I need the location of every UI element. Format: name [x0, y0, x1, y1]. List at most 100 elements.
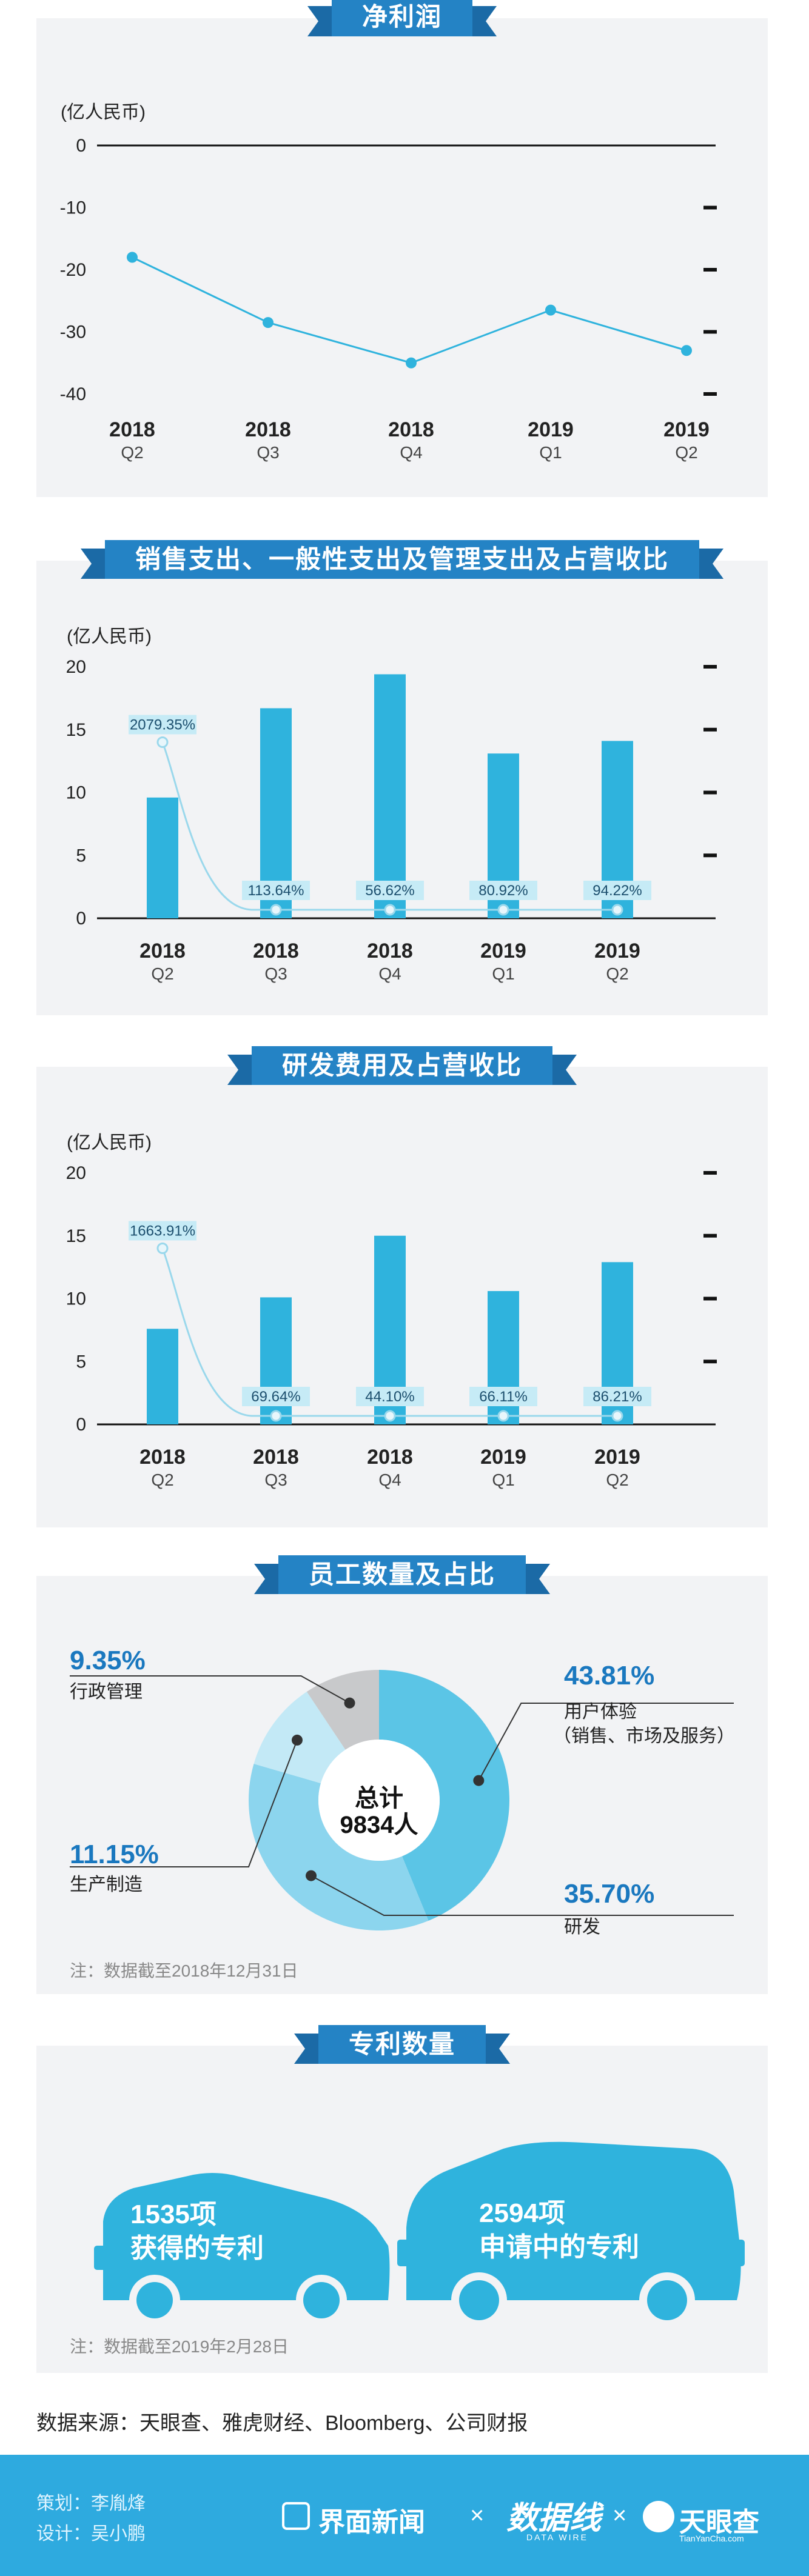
x-tick-year: 2018 — [367, 939, 413, 963]
x-tick-quarter: Q3 — [264, 964, 287, 983]
y-tick-mark-right — [703, 330, 717, 334]
x-tick-quarter: Q1 — [492, 964, 514, 983]
y-tick-mark-right — [703, 1296, 717, 1301]
ratio-label-bg — [242, 1387, 310, 1406]
slice-label-admin: 行政管理 — [70, 1682, 143, 1702]
x-tick-year: 2018 — [109, 418, 155, 441]
patents-title: 专利数量 — [318, 2025, 486, 2064]
slice-label-rd: 研发 — [564, 1917, 600, 1937]
net-profit-title: 净利润 — [331, 0, 473, 36]
ratio-point — [270, 1410, 282, 1422]
y-tick-label: 10 — [66, 1289, 86, 1309]
employees-panel: 员工数量及占比 9.35% 行政管理 11.15% 生产制造 43.81% 用户… — [36, 1555, 768, 1994]
slice-pct-admin: 9.35% — [70, 1646, 146, 1675]
ratio-label: 44.10% — [365, 1389, 414, 1405]
x-tick-year: 2018 — [367, 1446, 413, 1469]
data-source: 数据来源：天眼查、雅虎财经、Bloomberg、公司财报 — [36, 2412, 528, 2435]
employees-title: 员工数量及占比 — [278, 1555, 526, 1594]
y-tick-label: -20 — [60, 260, 86, 280]
x-tick-quarter: Q2 — [151, 1470, 173, 1489]
net-profit-panel: 净利润 (亿人民币) 0 -10 -20 -30 -40 2018 Q2 2018 Q3 2018… — [36, 0, 768, 497]
leader-line-ux — [478, 1703, 734, 1781]
sales-expense-title: 销售支出、一般性支出及管理支出及占营收比 — [104, 540, 700, 579]
y-tick-mark-right — [703, 1360, 717, 1364]
ratio-line — [161, 1247, 617, 1417]
donut-slice-ux — [379, 1670, 509, 1921]
ratio-label-bg — [469, 1387, 537, 1406]
donut-slice-rd — [249, 1763, 429, 1930]
y-tick-label: 0 — [76, 1415, 86, 1435]
ratio-label: 69.64% — [251, 1389, 300, 1405]
x-tick-quarter: Q3 — [264, 1470, 287, 1489]
ratio-point — [156, 736, 169, 748]
bar — [374, 674, 406, 918]
y-tick-label: 0 — [76, 909, 86, 929]
y-tick-label: -40 — [60, 384, 86, 404]
x-tick-quarter: Q4 — [378, 1470, 401, 1489]
x-tick-quarter: Q2 — [121, 443, 143, 462]
leader-line-manufacturing — [70, 1740, 298, 1867]
rd-expense-title: 研发费用及占营收比 — [251, 1046, 553, 1085]
ratio-label: 66.11% — [479, 1389, 528, 1405]
employees-banner: 员工数量及占比 — [253, 1555, 551, 1594]
x-tick-quarter: Q1 — [492, 1470, 514, 1489]
y-tick-label: 5 — [76, 1352, 86, 1372]
net-profit-point — [681, 345, 692, 356]
bar — [147, 797, 178, 918]
ratio-point — [611, 1410, 623, 1422]
x-tick-quarter: Q3 — [257, 443, 279, 462]
y-tick-mark-right — [703, 1171, 717, 1175]
slice-pct-manufacturing: 11.15% — [70, 1840, 159, 1869]
slice-label-ux: 用户体验 — [564, 1702, 637, 1722]
patents-note: 注：数据截至2019年2月28日 — [70, 2337, 289, 2356]
net-profit-chart: 0 -10 -20 -30 -40 2018 Q2 2018 Q3 2018 Q4 2019 Q1 201… — [60, 136, 717, 462]
x-tick-year: 2018 — [253, 1446, 299, 1469]
ratio-label: 113.64% — [248, 883, 304, 899]
y-tick-label: 15 — [66, 1226, 86, 1246]
ratio-label: 56.62% — [365, 883, 414, 899]
logo-tianyancha: 天眼查 — [679, 2508, 759, 2537]
rd-expense-chart: 20 15 10 5 0 1663.91% 69.64% 44.10% 66.11% 86.21%… — [66, 1163, 717, 1489]
x-tick-quarter: Q2 — [606, 1470, 628, 1489]
ratio-label-bg — [583, 881, 651, 900]
sales-expense-panel: 销售支出、一般性支出及管理支出及占营收比 (亿人民币) 20 15 10 5 0 2079… — [36, 540, 768, 1015]
ratio-point — [497, 1410, 509, 1422]
y-tick-label: 10 — [66, 783, 86, 803]
patent-cars-graphic — [94, 2141, 745, 2328]
x-tick-quarter: Q2 — [675, 443, 697, 462]
ratio-label: 94.22% — [592, 883, 642, 899]
sales-expense-banner: 销售支出、一般性支出及管理支出及占营收比 — [80, 540, 724, 579]
donut-total: 总计 9834人 — [331, 1785, 428, 1838]
patent-pending-label: 申请中的专利 — [479, 2232, 639, 2262]
x-tick-quarter: Q4 — [400, 443, 422, 462]
y-tick-mark-right — [703, 853, 717, 858]
ratio-label-bg — [242, 881, 310, 900]
times-sign-2: × — [613, 2502, 627, 2529]
y-tick-mark-right — [703, 665, 717, 669]
logo-jiemian-icon — [282, 2502, 310, 2530]
ratio-label: 2079.35% — [130, 717, 195, 733]
logo-datawire-sub: DATA WIRE — [526, 2532, 588, 2542]
y-tick-label: 20 — [66, 657, 86, 677]
y-tick-mark-right — [703, 1233, 717, 1238]
ratio-label-bg — [356, 1387, 424, 1406]
ratio-point — [384, 1410, 396, 1422]
footer-planner: 策划：李胤烽 — [36, 2494, 146, 2514]
ratio-label-bg — [583, 1387, 651, 1406]
net-profit-line — [132, 256, 687, 364]
donut-total-label: 总计 — [355, 1785, 403, 1812]
x-tick-year: 2018 — [388, 418, 434, 441]
ratio-line — [161, 741, 617, 911]
ratio-point — [497, 904, 509, 916]
ratio-point — [156, 1243, 169, 1254]
patents-banner: 专利数量 — [294, 2025, 511, 2064]
donut-hole — [318, 1740, 440, 1861]
net-profit-point — [406, 357, 417, 369]
x-tick-year: 2018 — [253, 939, 299, 963]
x-tick-quarter: Q2 — [606, 964, 628, 983]
patents-panel: 专利数量 1535项 获得的专利 2594项 申请中的专利 注：数据截至2019… — [36, 2025, 768, 2373]
patent-pending-count: 2594项 — [479, 2198, 565, 2228]
ratio-point — [611, 904, 623, 916]
rd-expense-panel: 研发费用及占营收比 (亿人民币) 20 15 10 5 0 1663.91% 69.64% 4… — [36, 1046, 768, 1527]
patent-granted-count: 1535项 — [130, 2200, 217, 2229]
